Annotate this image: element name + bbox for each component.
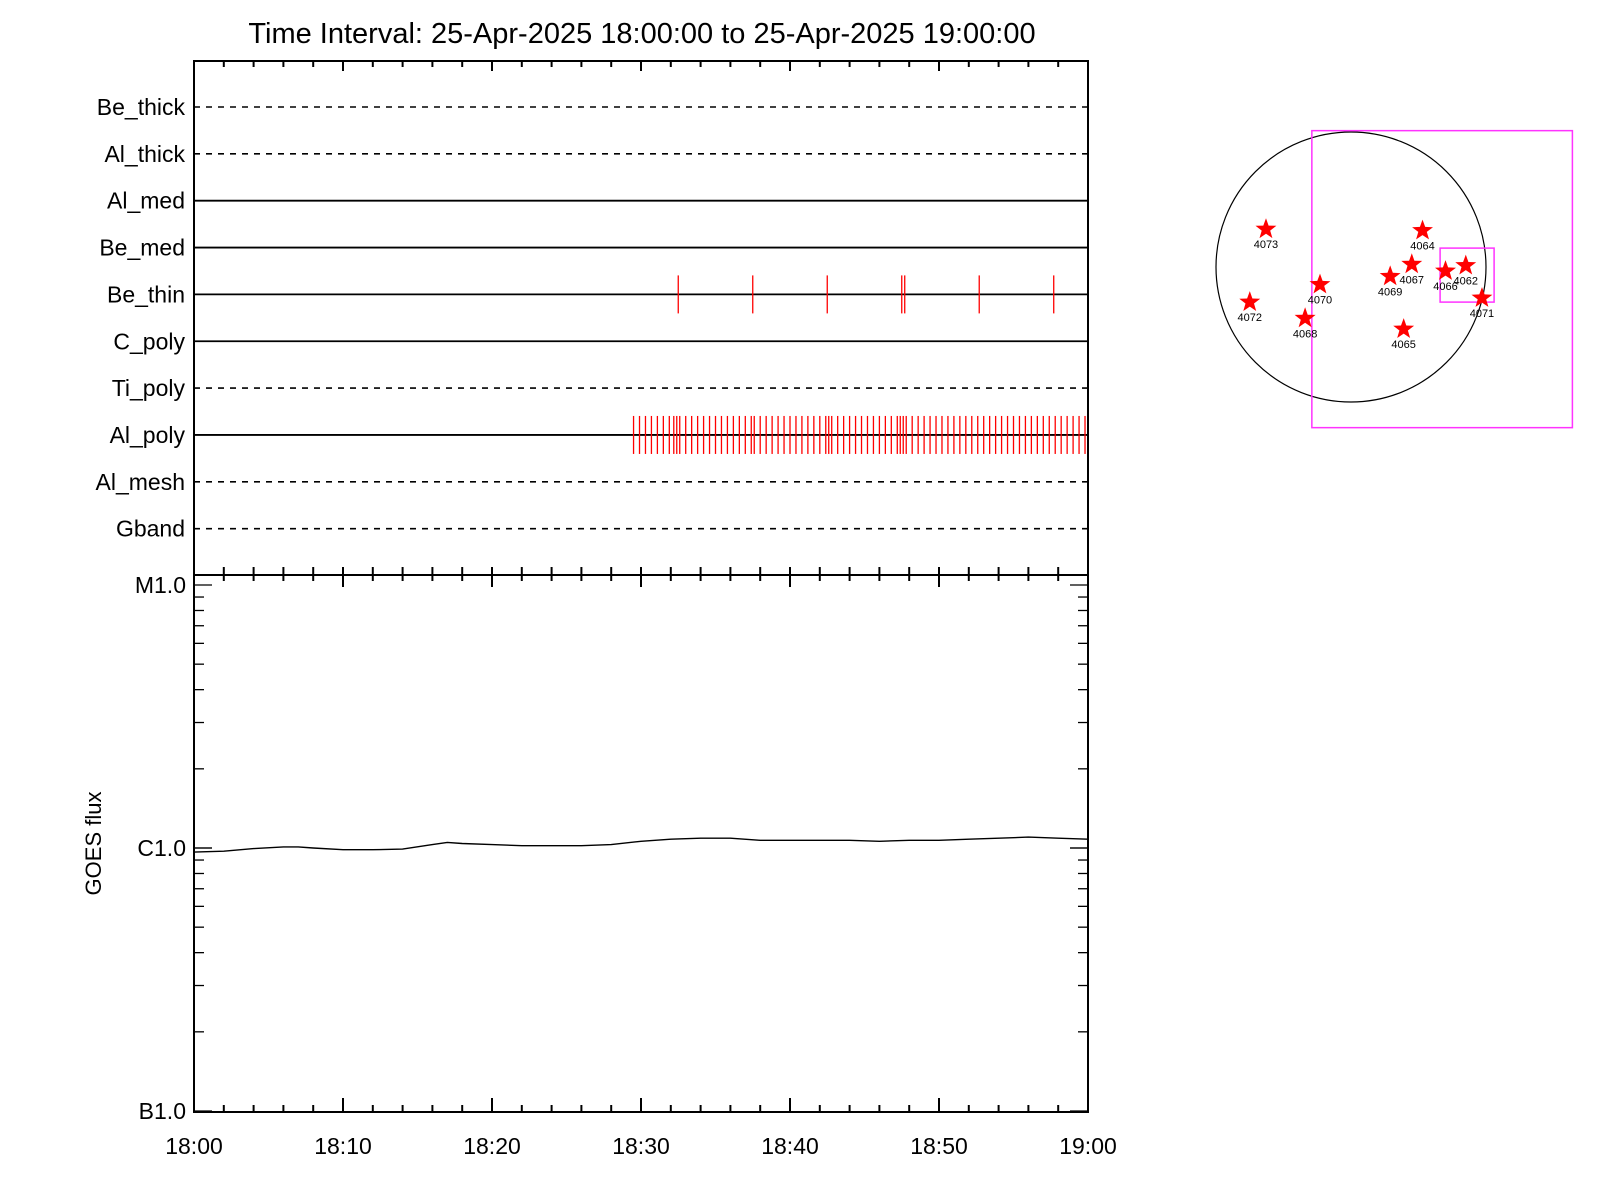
x-tick-label: 18:30 — [612, 1133, 670, 1159]
channel-label: Gband — [116, 516, 185, 542]
active-region-star — [1379, 265, 1401, 286]
active-region-label: 4068 — [1293, 328, 1317, 340]
active-region-label: 4064 — [1410, 241, 1434, 253]
x-tick-label: 19:00 — [1059, 1133, 1117, 1159]
channel-label: C_poly — [113, 328, 185, 354]
active-region-label: 4066 — [1433, 281, 1457, 293]
active-region-star — [1294, 307, 1316, 328]
timeline-frame — [193, 60, 1089, 576]
active-region-star — [1309, 273, 1331, 294]
active-region-star — [1412, 219, 1433, 240]
active-region-label: 4065 — [1391, 339, 1415, 351]
active-region-star — [1401, 253, 1423, 274]
active-region-label: 4067 — [1400, 274, 1424, 286]
active-region-label: 4062 — [1454, 276, 1478, 288]
solar-disk-outline — [1215, 131, 1487, 403]
active-region-label: 4073 — [1254, 239, 1278, 251]
channel-label: Be_med — [99, 235, 185, 261]
channel-label: Al_mesh — [96, 469, 185, 495]
channel-label: Ti_poly — [112, 375, 186, 401]
channel-timeline-panel: Be_thick Al_thick Al_med Be_med Be_thin C_pol… — [96, 60, 1089, 576]
active-region-star — [1239, 291, 1261, 311]
x-tick-label: 18:20 — [463, 1133, 521, 1159]
goes-flux-panel: 18:00 18:10 18:20 18:30 18:40 18:50 19:00 B1.0 C… — [81, 567, 1117, 1159]
y-tick-label: M1.0 — [135, 572, 186, 598]
x-tick-label: 18:50 — [910, 1133, 968, 1159]
chart-title: Time Interval: 25-Apr-2025 18:00:00 to 2… — [248, 18, 1035, 50]
channel-label: Al_poly — [110, 422, 186, 448]
active-region-star — [1435, 260, 1456, 280]
active-region-label: 4071 — [1470, 308, 1494, 320]
active-region-label: 4072 — [1238, 312, 1262, 324]
active-region-label: 4070 — [1308, 295, 1332, 307]
active-region-star — [1471, 287, 1493, 307]
fov-box-large — [1311, 129, 1574, 429]
y-axis-label: GOES flux — [81, 792, 106, 896]
channel-label: Be_thin — [107, 281, 185, 307]
goes-flux-line — [193, 836, 1089, 853]
x-tick-label: 18:00 — [165, 1133, 223, 1159]
active-region-star — [1393, 318, 1415, 338]
x-tick-label: 18:10 — [314, 1133, 372, 1159]
active-region-star — [1255, 218, 1277, 239]
channel-label: Be_thick — [97, 94, 186, 120]
active-region-star — [1455, 254, 1477, 275]
channel-label: Al_thick — [104, 141, 185, 167]
goes-frame — [193, 574, 1089, 1113]
x-tick-label: 18:40 — [761, 1133, 819, 1159]
fov-box-small — [1439, 247, 1495, 303]
y-tick-label: C1.0 — [137, 835, 186, 861]
active-region-label: 4069 — [1378, 286, 1402, 298]
y-tick-label: B1.0 — [139, 1098, 186, 1124]
channel-label: Al_med — [107, 188, 185, 214]
